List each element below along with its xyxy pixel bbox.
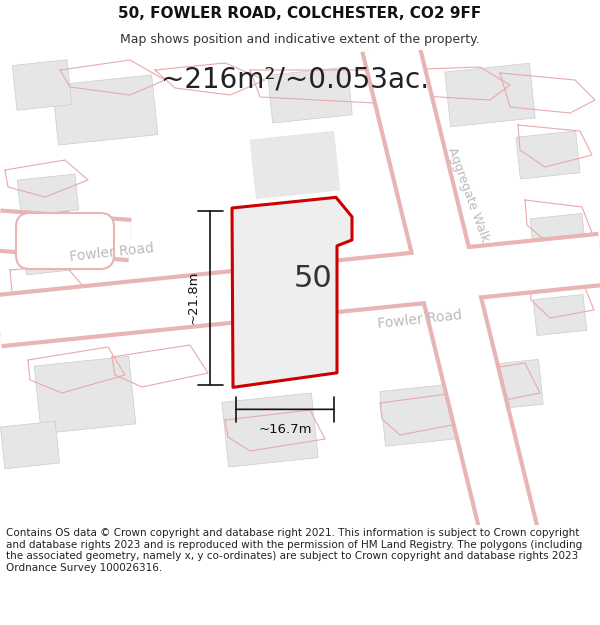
Polygon shape <box>34 356 136 434</box>
Polygon shape <box>477 359 543 411</box>
Text: ~216m²/~0.053ac.: ~216m²/~0.053ac. <box>161 66 429 94</box>
Polygon shape <box>23 239 81 275</box>
Polygon shape <box>530 213 586 257</box>
Polygon shape <box>232 198 352 388</box>
Text: ~21.8m: ~21.8m <box>187 271 200 324</box>
Text: ~16.7m: ~16.7m <box>258 423 312 436</box>
FancyBboxPatch shape <box>16 213 114 269</box>
Text: Fowler Road: Fowler Road <box>377 309 463 331</box>
Polygon shape <box>222 393 318 467</box>
Text: 50: 50 <box>294 264 332 293</box>
Polygon shape <box>12 60 72 110</box>
Text: Contains OS data © Crown copyright and database right 2021. This information is : Contains OS data © Crown copyright and d… <box>6 528 582 572</box>
Polygon shape <box>1 421 59 469</box>
Text: 50, FOWLER ROAD, COLCHESTER, CO2 9FF: 50, FOWLER ROAD, COLCHESTER, CO2 9FF <box>118 6 482 21</box>
Polygon shape <box>250 131 340 199</box>
Text: Map shows position and indicative extent of the property.: Map shows position and indicative extent… <box>120 32 480 46</box>
Polygon shape <box>533 294 587 336</box>
Polygon shape <box>516 131 580 179</box>
Polygon shape <box>17 174 79 216</box>
Polygon shape <box>52 75 158 145</box>
Text: Fowler Road: Fowler Road <box>69 242 155 264</box>
Polygon shape <box>268 67 352 123</box>
Text: Aggregate Walk: Aggregate Walk <box>445 146 491 244</box>
Polygon shape <box>380 384 460 446</box>
Polygon shape <box>445 63 535 127</box>
